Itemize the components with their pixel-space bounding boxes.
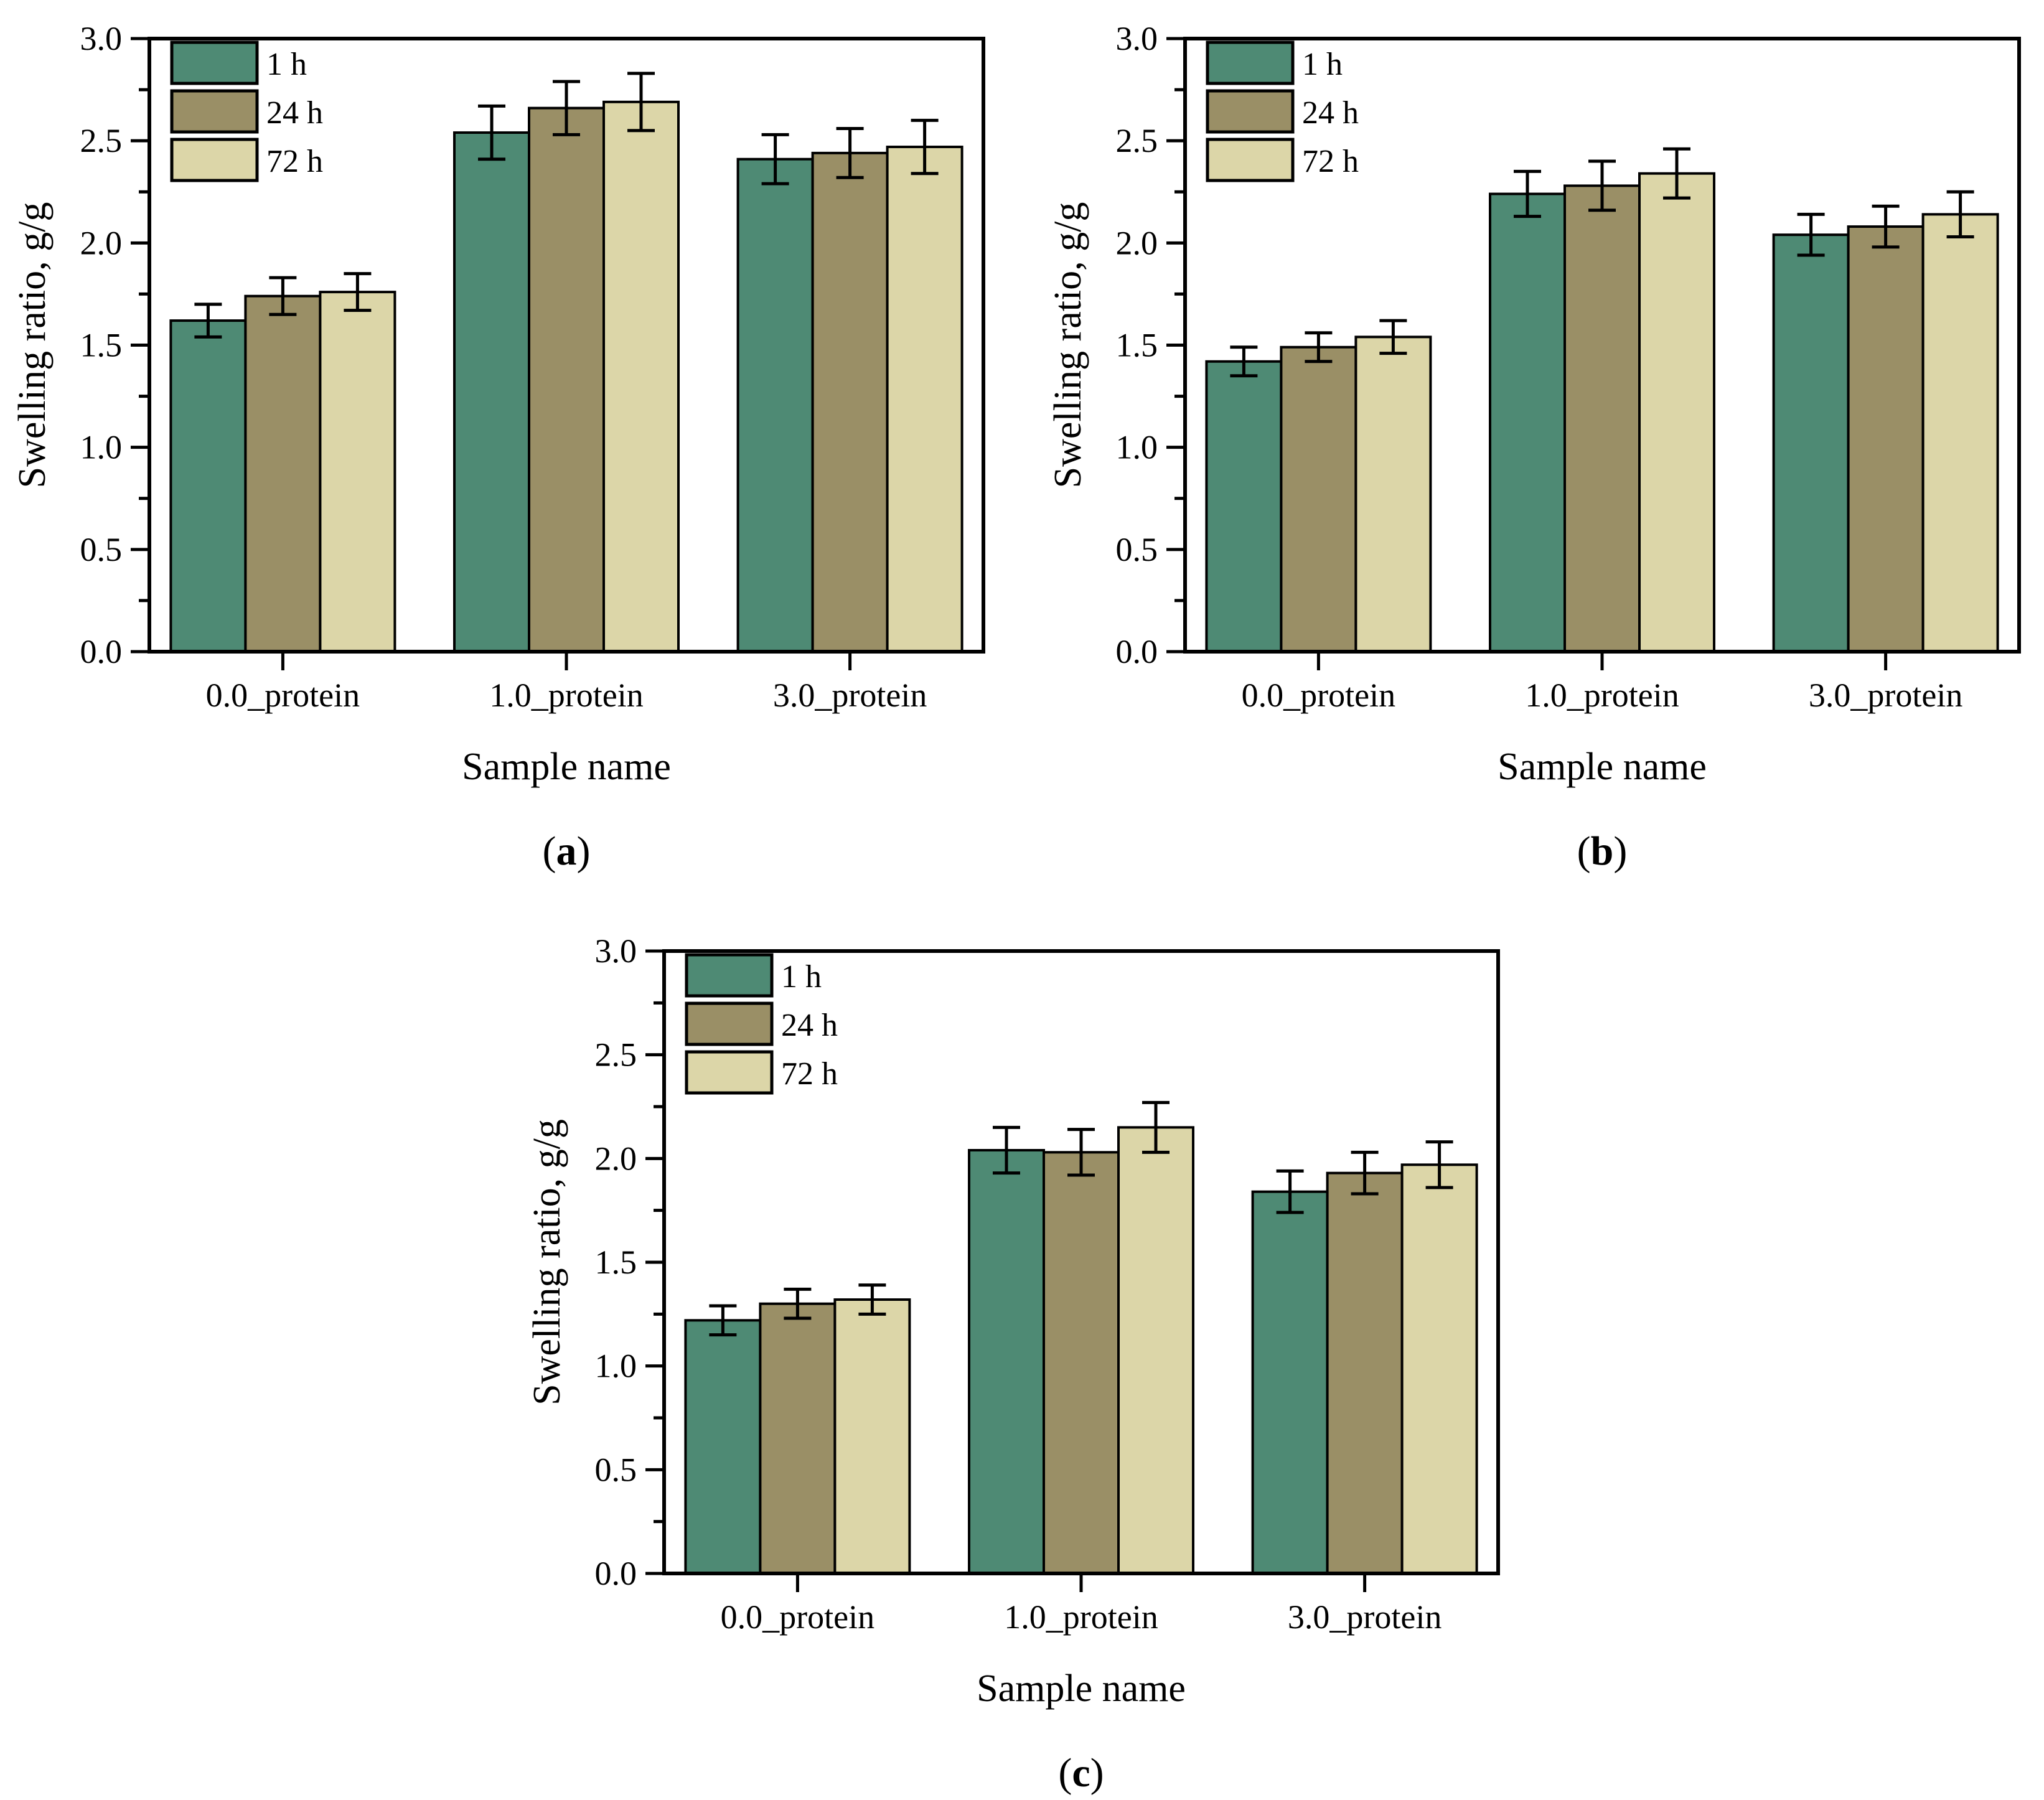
bar-chart-c: 0.0_protein 1.0_protein 3.0_protein 0.0 0.5 1… (526, 932, 1500, 1796)
y-tick-label: 0.5 (1116, 531, 1158, 568)
bar-72h-3.0_protein (1921, 213, 1999, 654)
x-axis-title: Sample name (1498, 746, 1707, 788)
y-tick-label: 0.0 (595, 1555, 637, 1592)
bar-1h-0.0_protein (169, 319, 247, 653)
x-tick-label: 1.0_protein (1525, 677, 1679, 714)
bar-24h-1.0_protein (1563, 184, 1641, 653)
bar-24h-3.0_protein (811, 151, 889, 654)
bar-1h-3.0_protein (1251, 1190, 1329, 1575)
bar-72h-3.0_protein (886, 146, 963, 653)
y-tick-label: 2.5 (1116, 122, 1158, 159)
legend-swatch-72h (685, 1050, 774, 1095)
bar-72h-0.0_protein (319, 291, 396, 653)
x-tick-label: 1.0_protein (1004, 1598, 1158, 1636)
legend-label: 72 h (266, 144, 323, 179)
bar-chart-b: 0.0_protein 1.0_protein 3.0_protein 0.0 0.5 1… (1047, 20, 2021, 874)
legend-label: 1 h (781, 959, 822, 995)
legend-swatch-1h (685, 953, 774, 998)
y-tick-label: 0.0 (80, 633, 123, 670)
y-tick-label: 1.5 (80, 327, 123, 364)
y-tick-label: 2.5 (595, 1036, 637, 1074)
x-tick-label: 3.0_protein (1288, 1598, 1442, 1636)
bar-1h-1.0_protein (1489, 192, 1566, 653)
y-tick-label: 1.5 (1116, 327, 1158, 364)
y-tick-label: 2.0 (595, 1140, 637, 1177)
y-axis-title: Swelling ratio, g/g (11, 202, 54, 489)
bar-24h-3.0_protein (1326, 1171, 1404, 1575)
y-tick-label: 3.0 (1116, 20, 1158, 57)
legend-swatch-72h (170, 138, 259, 182)
bar-24h-0.0_protein (1280, 345, 1357, 653)
y-tick-label: 2.5 (80, 122, 123, 159)
legend-label: 1 h (1302, 47, 1343, 82)
bar-72h-0.0_protein (833, 1298, 911, 1575)
bar-1h-3.0_protein (736, 157, 814, 653)
legend-label: 72 h (1302, 144, 1359, 179)
y-tick-label: 3.0 (80, 20, 123, 57)
bar-1h-1.0_protein (968, 1149, 1045, 1575)
bar-72h-1.0_protein (602, 100, 680, 654)
panel-letter: (a) (543, 828, 591, 874)
y-tick-label: 1.0 (595, 1348, 637, 1385)
bar-1h-3.0_protein (1772, 233, 1850, 653)
bar-24h-3.0_protein (1847, 225, 1924, 654)
y-tick-label: 0.5 (80, 531, 123, 568)
x-tick-label: 0.0_protein (206, 677, 360, 714)
legend-label: 72 h (781, 1056, 838, 1092)
panel-letter: (c) (1058, 1750, 1104, 1796)
y-tick-label: 3.0 (595, 932, 637, 970)
y-tick-label: 2.0 (1116, 224, 1158, 261)
y-axis-title: Swelling ratio, g/g (1047, 202, 1089, 489)
x-tick-label: 0.0_protein (1242, 677, 1395, 714)
panel-c: 0.0_protein 1.0_protein 3.0_protein 0.0 0.5 1… (515, 912, 1548, 1800)
x-tick-label: 3.0_protein (773, 677, 927, 714)
legend-label: 24 h (1302, 95, 1359, 131)
y-axis-title: Swelling ratio, g/g (526, 1119, 568, 1405)
bar-24h-0.0_protein (759, 1302, 837, 1575)
y-tick-label: 2.0 (80, 224, 123, 261)
y-tick-label: 0.5 (595, 1451, 637, 1488)
panel-b: 0.0_protein 1.0_protein 3.0_protein 0.0 0.5 1… (1036, 0, 2044, 890)
x-tick-label: 3.0_protein (1809, 677, 1962, 714)
legend-swatch-24h (1206, 89, 1295, 134)
bar-chart-a: 0.0_protein 1.0_protein 3.0_protein 0.0 0.5 1… (11, 20, 985, 874)
y-tick-label: 1.0 (80, 429, 123, 466)
bar-72h-1.0_protein (1638, 172, 1715, 653)
x-tick-label: 0.0_protein (721, 1598, 874, 1636)
bar-1h-1.0_protein (453, 131, 530, 654)
legend-label: 24 h (266, 95, 323, 131)
bar-24h-1.0_protein (1043, 1151, 1120, 1575)
legend-label: 24 h (781, 1008, 838, 1043)
bar-72h-1.0_protein (1117, 1126, 1194, 1575)
legend-swatch-24h (170, 89, 259, 134)
panel-letter: (b) (1577, 828, 1628, 874)
y-tick-label: 1.0 (1116, 429, 1158, 466)
legend-swatch-1h (1206, 40, 1295, 85)
bar-24h-0.0_protein (244, 294, 322, 653)
legend-label: 1 h (266, 47, 307, 82)
legend-swatch-24h (685, 1001, 774, 1046)
x-axis-title: Sample name (462, 746, 671, 788)
bar-24h-1.0_protein (528, 106, 605, 653)
x-axis-title: Sample name (977, 1667, 1186, 1710)
panel-a: 0.0_protein 1.0_protein 3.0_protein 0.0 0.5 1… (0, 0, 1033, 890)
y-tick-label: 0.0 (1116, 633, 1158, 670)
y-tick-label: 1.5 (595, 1244, 637, 1281)
legend-swatch-1h (170, 40, 259, 85)
x-tick-label: 1.0_protein (489, 677, 643, 714)
bar-1h-0.0_protein (684, 1319, 762, 1575)
bar-1h-0.0_protein (1205, 360, 1283, 653)
bar-72h-0.0_protein (1354, 335, 1432, 653)
legend-swatch-72h (1206, 138, 1295, 182)
bar-72h-3.0_protein (1400, 1163, 1478, 1575)
